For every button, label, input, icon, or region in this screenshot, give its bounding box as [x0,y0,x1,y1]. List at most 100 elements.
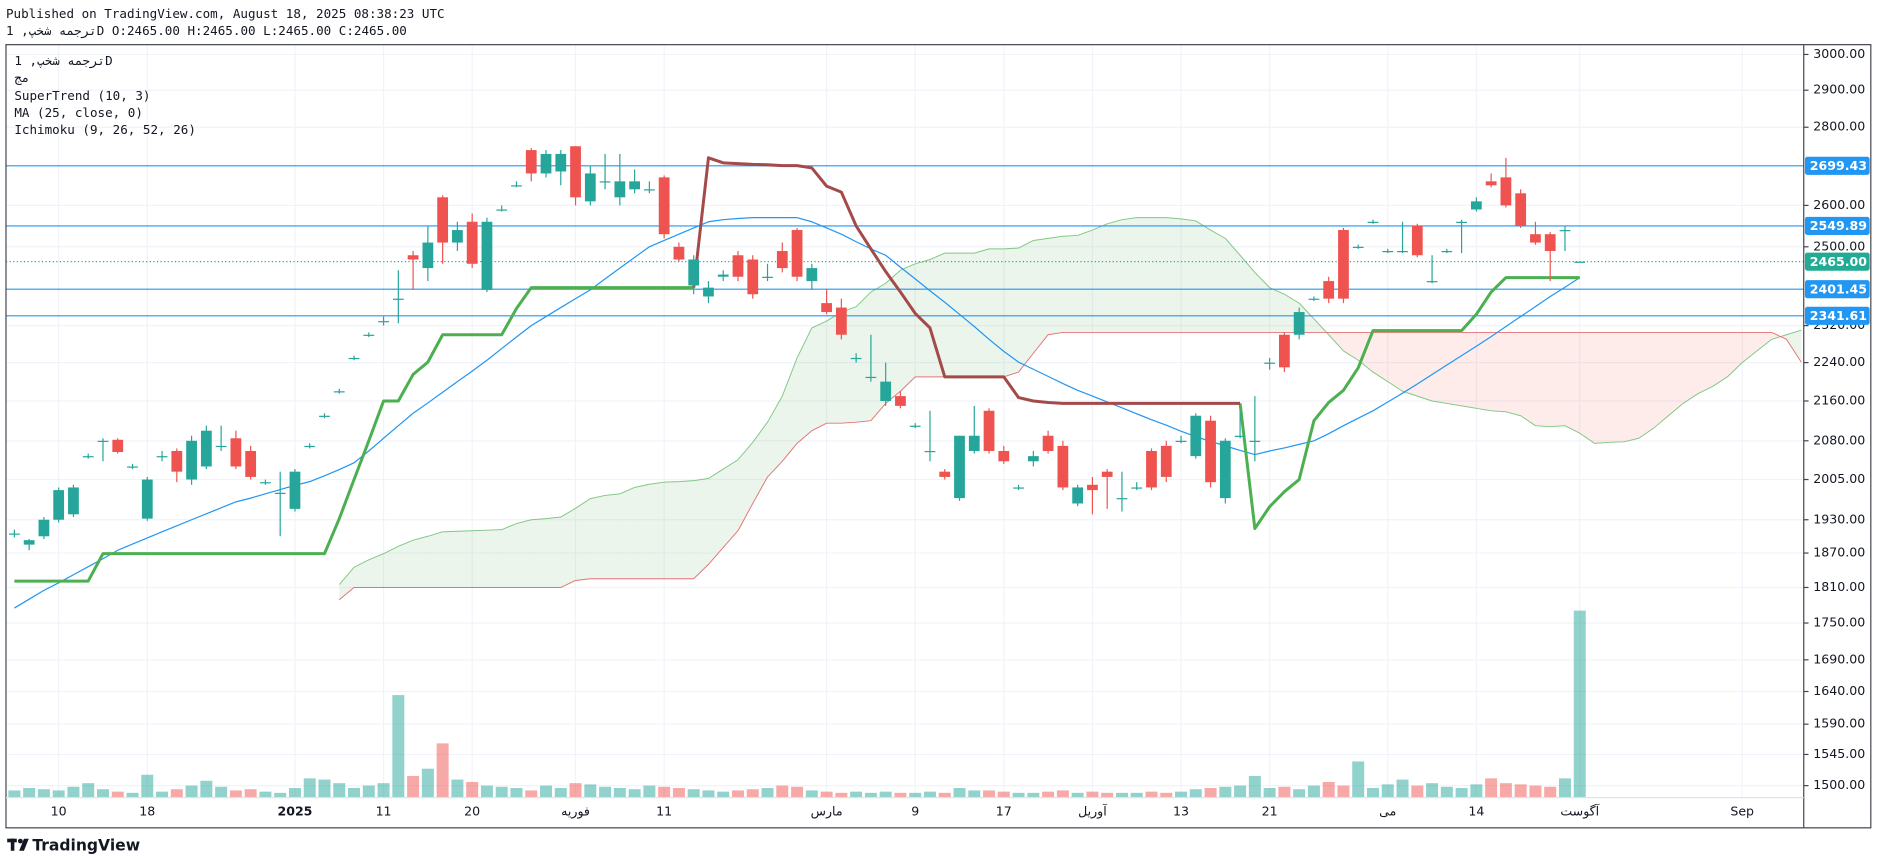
volume-bar [732,790,744,798]
cloud-segment [1210,230,1226,333]
volume-bar [628,789,641,798]
cloud-segment [1653,332,1669,429]
cloud-segment [1373,332,1388,382]
candle-body [481,221,493,290]
level-box [1804,306,1870,325]
volume-bar [997,791,1010,798]
cloud-segment [634,484,650,579]
volume-bar [687,789,700,798]
volume-bar [96,789,109,798]
volume-bar [244,789,257,798]
candle-body [1338,230,1349,299]
cloud-segment [841,306,857,424]
cloud-segment [1151,217,1167,333]
cloud-segment [472,530,487,588]
candle-body [776,251,788,269]
candle-body [215,445,227,448]
volume-bar [1189,789,1202,798]
y-tick-label: 2600.00 [1813,197,1865,212]
brand-logo: TradingView [7,836,140,854]
volume-bar [746,789,759,798]
x-tick-label: 11 [656,804,672,819]
candle-body [127,466,138,468]
volume-bar [569,783,582,798]
volume-bar [1396,779,1409,798]
candle-body [333,391,345,393]
cloud-segment [1343,332,1359,361]
logo-part [19,838,29,851]
candle-body [747,259,759,295]
x-tick-label: می [1379,804,1396,819]
candle-body [363,334,375,336]
candle-body [1116,498,1128,500]
level-label: 2401.45 [1810,281,1867,296]
cloud-segment [1564,332,1580,434]
ma-line [14,217,1581,609]
volume-bar [953,788,966,798]
candle-body [865,376,877,379]
cloud-segment [1638,332,1654,439]
volume-bar [1426,783,1439,798]
cloud-segment [427,531,443,588]
level-label: 2699.43 [1810,158,1867,173]
last-price-box [1804,252,1870,271]
volume-bar [1130,792,1143,798]
cloud-segment [1092,223,1108,333]
cloud-segment [1195,220,1211,333]
volume-bar [613,788,626,798]
candle-body [1426,281,1438,283]
candle-body [392,298,404,300]
volume-bar [67,786,80,798]
volume-bar [318,779,331,798]
candle-body [304,445,316,448]
candle-body [643,189,655,191]
y-tick-label: 1500.00 [1813,777,1865,792]
candle-body [717,274,729,277]
cloud-segment [856,292,871,423]
candle-body [673,246,685,260]
candle-body [186,440,197,480]
candle-body [1456,221,1467,223]
volume-bar [1485,778,1498,798]
cloud-segment [1181,218,1196,333]
cloud-segment [1062,235,1078,333]
volume-bar [141,774,154,798]
y-tick-label: 2080.00 [1813,432,1865,447]
candle-body [895,396,906,406]
candle-body [289,471,301,509]
cloud-segment [605,493,620,579]
volume-bar [850,791,863,798]
cloud-segment [915,259,930,377]
volume-bar [1381,784,1394,798]
volume-bar [495,786,508,798]
cloud-segment [708,469,724,565]
cloud-segment [1697,332,1713,394]
brand: TradingView [32,836,140,854]
volume-bar [37,789,50,798]
y-tick-label: 1750.00 [1813,614,1865,629]
cloud-segment [929,253,945,377]
volume-bar [170,789,183,798]
y-tick-label: 2800.00 [1813,119,1865,134]
cloud-segment [944,253,960,377]
volume-bar [820,791,833,798]
candle-body [658,177,670,235]
volume-bar [1322,781,1335,798]
candle-body [378,321,389,323]
candle-body [1397,251,1408,253]
candle-body [525,150,537,174]
volume-bar [1145,791,1158,798]
candle-body [171,450,183,472]
level-box [1804,280,1870,299]
cloud-segment [678,480,694,579]
candle-body [511,185,522,187]
cloud-segment [649,482,665,579]
volume-bar [1234,785,1247,798]
y-tick-label: 2160.00 [1813,392,1865,407]
candle-body [1470,201,1482,210]
cloud-segment [1225,238,1241,333]
volume-bar [983,790,996,798]
supertrend-up [1238,276,1580,531]
volume-bar [52,790,65,798]
